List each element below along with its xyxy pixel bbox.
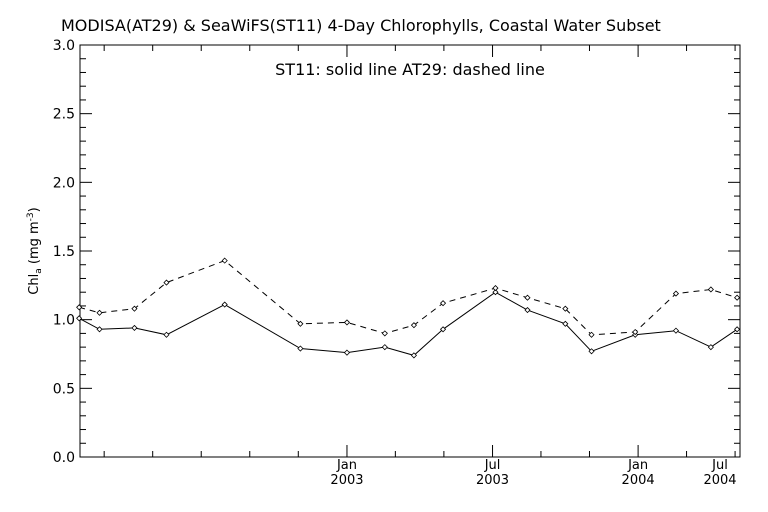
data-point-st11 [410,352,417,359]
ylabel-main: Chl [27,274,42,295]
y-axis: 0.0 0.5 1.0 1.5 2.0 2.5 3.0 [53,38,740,466]
data-point-at29 [707,286,714,293]
data-point-at29 [343,319,351,326]
data-point-at29 [76,304,83,311]
series-line-st11 [78,291,738,356]
x-tick-label-month: Jan [336,458,357,473]
plot-frame [79,44,741,458]
data-point-st11 [672,327,680,334]
data-point-st11 [707,344,714,351]
y-axis-label: Chla (mg m-3) [26,207,44,294]
ylabel-units: (mg m [27,221,42,268]
x-tick-label-year: 2003 [476,473,509,488]
data-point-at29 [672,290,680,297]
data-point-st11 [131,324,138,331]
x-tick-label-year: 2004 [622,473,655,488]
data-point-st11 [96,326,103,333]
data-point-at29 [492,285,499,292]
y-tick-label: 2.5 [53,107,75,123]
y-tick-label: 3.0 [53,38,75,54]
data-point-at29 [381,330,388,337]
chart-title: MODISA(AT29) & SeaWiFS(ST11) 4-Day Chlor… [61,16,661,35]
x-tick-label-month: Jul [711,458,728,473]
data-point-at29 [410,322,417,329]
data-point-at29 [96,309,103,316]
data-point-at29 [524,294,531,301]
x-tick-label-month: Jan [627,458,648,473]
data-point-at29 [131,305,138,312]
data-point-st11 [588,348,595,355]
y-tick-label: 0.5 [53,381,75,397]
data-point-at29 [632,328,639,336]
data-point-st11 [524,306,531,314]
ylabel-superscript: -3 [26,212,36,221]
data-point-at29 [297,320,304,327]
ylabel-subscript: a [34,268,44,274]
data-point-st11 [297,345,304,352]
data-point-at29 [163,279,170,286]
data-point-at29 [221,257,228,264]
x-tick-label-month: Jul [484,458,501,473]
y-tick-label: 2.0 [53,175,75,191]
data-point-st11 [734,326,741,333]
svg-text:Chla (mg m-3): Chla (mg m-3) [26,207,44,294]
data-point-st11 [163,331,170,338]
x-tick-label-year: 2003 [330,473,363,488]
data-point-at29 [562,305,569,312]
series-layer [76,257,741,359]
data-point-st11 [381,344,388,351]
data-point-st11 [492,289,499,296]
data-point-at29 [734,294,741,301]
y-tick-label: 0.0 [53,450,75,466]
data-point-st11 [221,301,228,308]
ylabel-close: ) [27,207,42,212]
y-tick-label: 1.5 [53,244,75,260]
data-point-st11 [439,326,447,333]
data-point-st11 [562,320,569,327]
data-point-at29 [588,331,595,338]
x-tick-label-year: 2004 [703,473,736,488]
data-point-st11 [76,315,83,322]
y-tick-label: 1.0 [53,313,75,329]
chart-annotation: ST11: solid line AT29: dashed line [275,60,545,79]
series-line-at29 [78,260,738,336]
data-point-at29 [439,300,447,307]
data-point-st11 [343,349,351,356]
